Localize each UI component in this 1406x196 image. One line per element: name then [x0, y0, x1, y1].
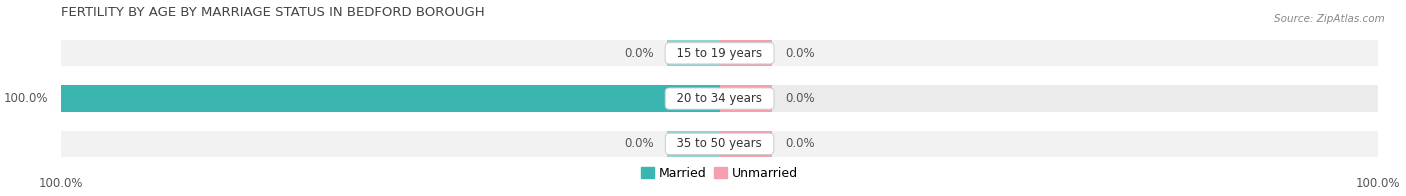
Bar	[720, 131, 772, 157]
Bar	[60, 85, 1378, 112]
Text: Source: ZipAtlas.com: Source: ZipAtlas.com	[1274, 14, 1385, 24]
Bar	[720, 40, 772, 66]
Bar	[666, 131, 720, 157]
Text: 0.0%: 0.0%	[786, 92, 815, 105]
Text: 0.0%: 0.0%	[786, 137, 815, 150]
Text: 35 to 50 years: 35 to 50 years	[669, 137, 769, 150]
Text: 0.0%: 0.0%	[624, 137, 654, 150]
Bar	[60, 131, 1378, 157]
Text: FERTILITY BY AGE BY MARRIAGE STATUS IN BEDFORD BOROUGH: FERTILITY BY AGE BY MARRIAGE STATUS IN B…	[60, 5, 485, 19]
Text: 20 to 34 years: 20 to 34 years	[669, 92, 770, 105]
Text: 100.0%: 100.0%	[3, 92, 48, 105]
Bar	[720, 85, 772, 112]
Legend: Married, Unmarried: Married, Unmarried	[637, 162, 803, 185]
Bar	[666, 40, 720, 66]
Text: 15 to 19 years: 15 to 19 years	[669, 47, 770, 60]
Bar	[60, 40, 1378, 66]
Text: 0.0%: 0.0%	[786, 47, 815, 60]
Text: 0.0%: 0.0%	[624, 47, 654, 60]
Bar	[60, 85, 720, 112]
